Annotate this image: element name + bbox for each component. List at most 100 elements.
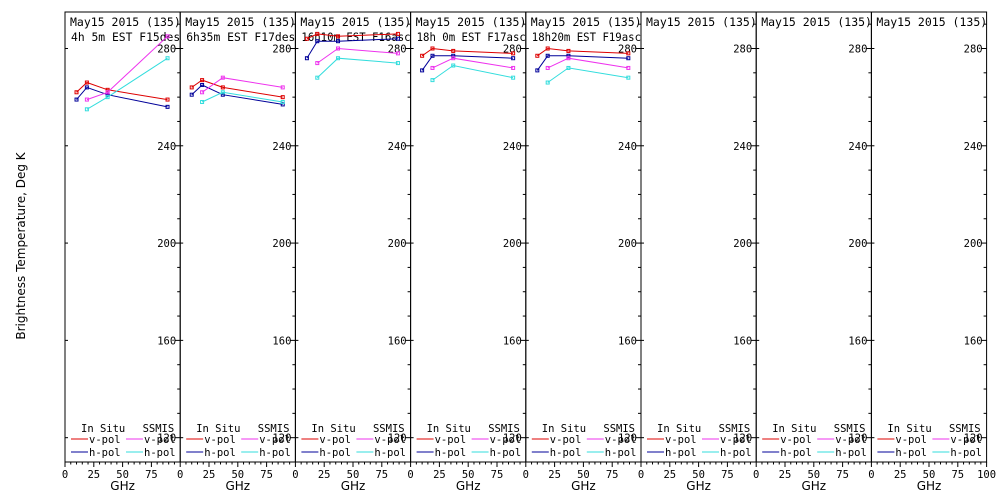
legend-label-ssmis_h: h-pol	[950, 447, 982, 459]
legend-label-insitu_h: h-pol	[550, 447, 582, 459]
x-tick-label: 50	[116, 469, 129, 481]
x-tick-label: 25	[894, 469, 907, 481]
data-point-insitu_h	[280, 102, 285, 107]
legend-label-ssmis_v: v-pol	[490, 434, 522, 446]
y-tick-label: 160	[388, 335, 407, 347]
x-tick-label: 25	[663, 469, 676, 481]
data-point-ssmis_h	[315, 75, 320, 80]
x-tick-label: 75	[606, 469, 619, 481]
x-axis-label: GHz	[571, 479, 596, 493]
x-tick-label: 25	[779, 469, 792, 481]
panel-5: May15 2015 (135)18h20m EST F19asc 120 160 2…	[523, 11, 642, 493]
data-point-insitu_v	[189, 85, 194, 90]
x-tick-label: 75	[145, 469, 158, 481]
x-tick-label: 0	[177, 469, 183, 481]
legend-ssmis-title: SSMIS	[488, 423, 520, 435]
data-point-insitu_v	[566, 48, 571, 53]
legend-label-insitu_h: h-pol	[780, 447, 812, 459]
data-point-insitu_h	[626, 56, 631, 61]
x-tick-label: 0	[638, 469, 644, 481]
data-point-insitu_h	[535, 68, 540, 73]
legend-label-ssmis_h: h-pol	[490, 447, 522, 459]
data-point-insitu_v	[511, 51, 516, 56]
data-point-insitu_v	[545, 46, 550, 51]
legend-label-ssmis_h: h-pol	[374, 447, 406, 459]
panel-title: May15 2015 (135)	[70, 15, 181, 29]
data-point-insitu_v	[420, 53, 425, 58]
panel-frame	[64, 11, 181, 463]
data-point-insitu_h	[304, 56, 309, 61]
legend-label-insitu_v: v-pol	[319, 434, 351, 446]
legend-ssmis-title: SSMIS	[719, 423, 751, 435]
panel-frame	[870, 11, 988, 463]
data-point-insitu_h	[511, 56, 516, 61]
legend-label-ssmis_v: v-pol	[950, 434, 982, 446]
y-tick-label: 160	[157, 335, 176, 347]
y-tick-label: 240	[964, 141, 983, 153]
y-tick-label: 240	[733, 141, 752, 153]
y-tick-label: 200	[964, 238, 983, 250]
x-tick-label: 50	[692, 469, 705, 481]
series-line-ssmis_v	[201, 77, 283, 93]
x-tick-label: 25	[203, 469, 216, 481]
x-tick-label: 0	[753, 469, 759, 481]
legend-label-insitu_h: h-pol	[204, 447, 236, 459]
y-tick-label: 120	[964, 433, 983, 445]
x-axis-label: GHz	[110, 479, 135, 493]
legend-label-ssmis_v: v-pol	[835, 434, 867, 446]
legend-label-insitu_h: h-pol	[319, 447, 351, 459]
panel-frame	[640, 11, 757, 463]
series-line-insitu_h	[76, 86, 168, 108]
y-tick-label: 280	[503, 43, 522, 55]
series-line-insitu_h	[191, 84, 283, 105]
data-point-ssmis_h	[626, 75, 631, 80]
legend-insitu-title: In Situ	[81, 423, 125, 435]
data-point-insitu_v	[105, 87, 110, 92]
data-point-insitu_h	[189, 92, 194, 97]
data-point-ssmis_v	[280, 85, 285, 90]
series-line-ssmis_h	[316, 57, 398, 79]
data-point-ssmis_v	[84, 97, 89, 102]
legend-label-insitu_v: v-pol	[435, 434, 467, 446]
panel-1: May15 2015 (135)4h 5m EST F15des 120 160 20…	[62, 11, 181, 493]
legend-insitu-title: In Situ	[657, 423, 701, 435]
y-tick-label: 280	[272, 43, 291, 55]
data-point-ssmis_v	[511, 65, 516, 70]
panel-title: May15 2015 (135)	[761, 15, 872, 29]
x-axis-label: GHz	[341, 479, 366, 493]
y-tick-label: 280	[618, 43, 637, 55]
data-point-ssmis_h	[451, 63, 456, 68]
x-tick-label: 75	[260, 469, 273, 481]
x-tick-label: 50	[462, 469, 475, 481]
x-tick-label: 50	[577, 469, 590, 481]
legend-insitu-title: In Situ	[772, 423, 816, 435]
series-line-insitu_v	[537, 47, 629, 57]
legend-insitu-title: In Situ	[196, 423, 240, 435]
panel-subtitle: 16h10m EST F16asc	[301, 30, 410, 44]
panel-6: May15 2015 (135) 120 160 200 240 280 0 25 50 75 GH…	[638, 11, 757, 493]
series-line-insitu_v	[421, 47, 514, 57]
y-tick-label: 200	[618, 238, 637, 250]
y-tick-label: 200	[157, 238, 176, 250]
data-point-ssmis_v	[430, 65, 435, 70]
data-point-insitu_h	[74, 97, 79, 102]
x-tick-label: 75	[721, 469, 734, 481]
y-tick-label: 280	[157, 43, 176, 55]
series-line-insitu_h	[536, 55, 629, 71]
x-axis-label: GHz	[917, 479, 942, 493]
x-tick-label: 0	[523, 469, 529, 481]
data-point-insitu_h	[420, 68, 425, 73]
data-point-insitu_h	[451, 53, 456, 58]
data-point-ssmis_v	[336, 46, 341, 51]
legend-label-ssmis_v: v-pol	[605, 434, 637, 446]
panel-2: May15 2015 (135)6h35m EST F17des 120 160 20…	[177, 11, 296, 493]
panel-title: May15 2015 (135)	[416, 15, 527, 29]
series-line-ssmis_h	[547, 67, 629, 83]
data-point-insitu_h	[336, 39, 341, 44]
y-tick-label: 200	[848, 238, 867, 250]
series-line-ssmis_v	[547, 57, 629, 69]
legend-label-insitu_h: h-pol	[89, 447, 121, 459]
legend-label-ssmis_v: v-pol	[374, 434, 406, 446]
y-tick-label: 200	[733, 238, 752, 250]
